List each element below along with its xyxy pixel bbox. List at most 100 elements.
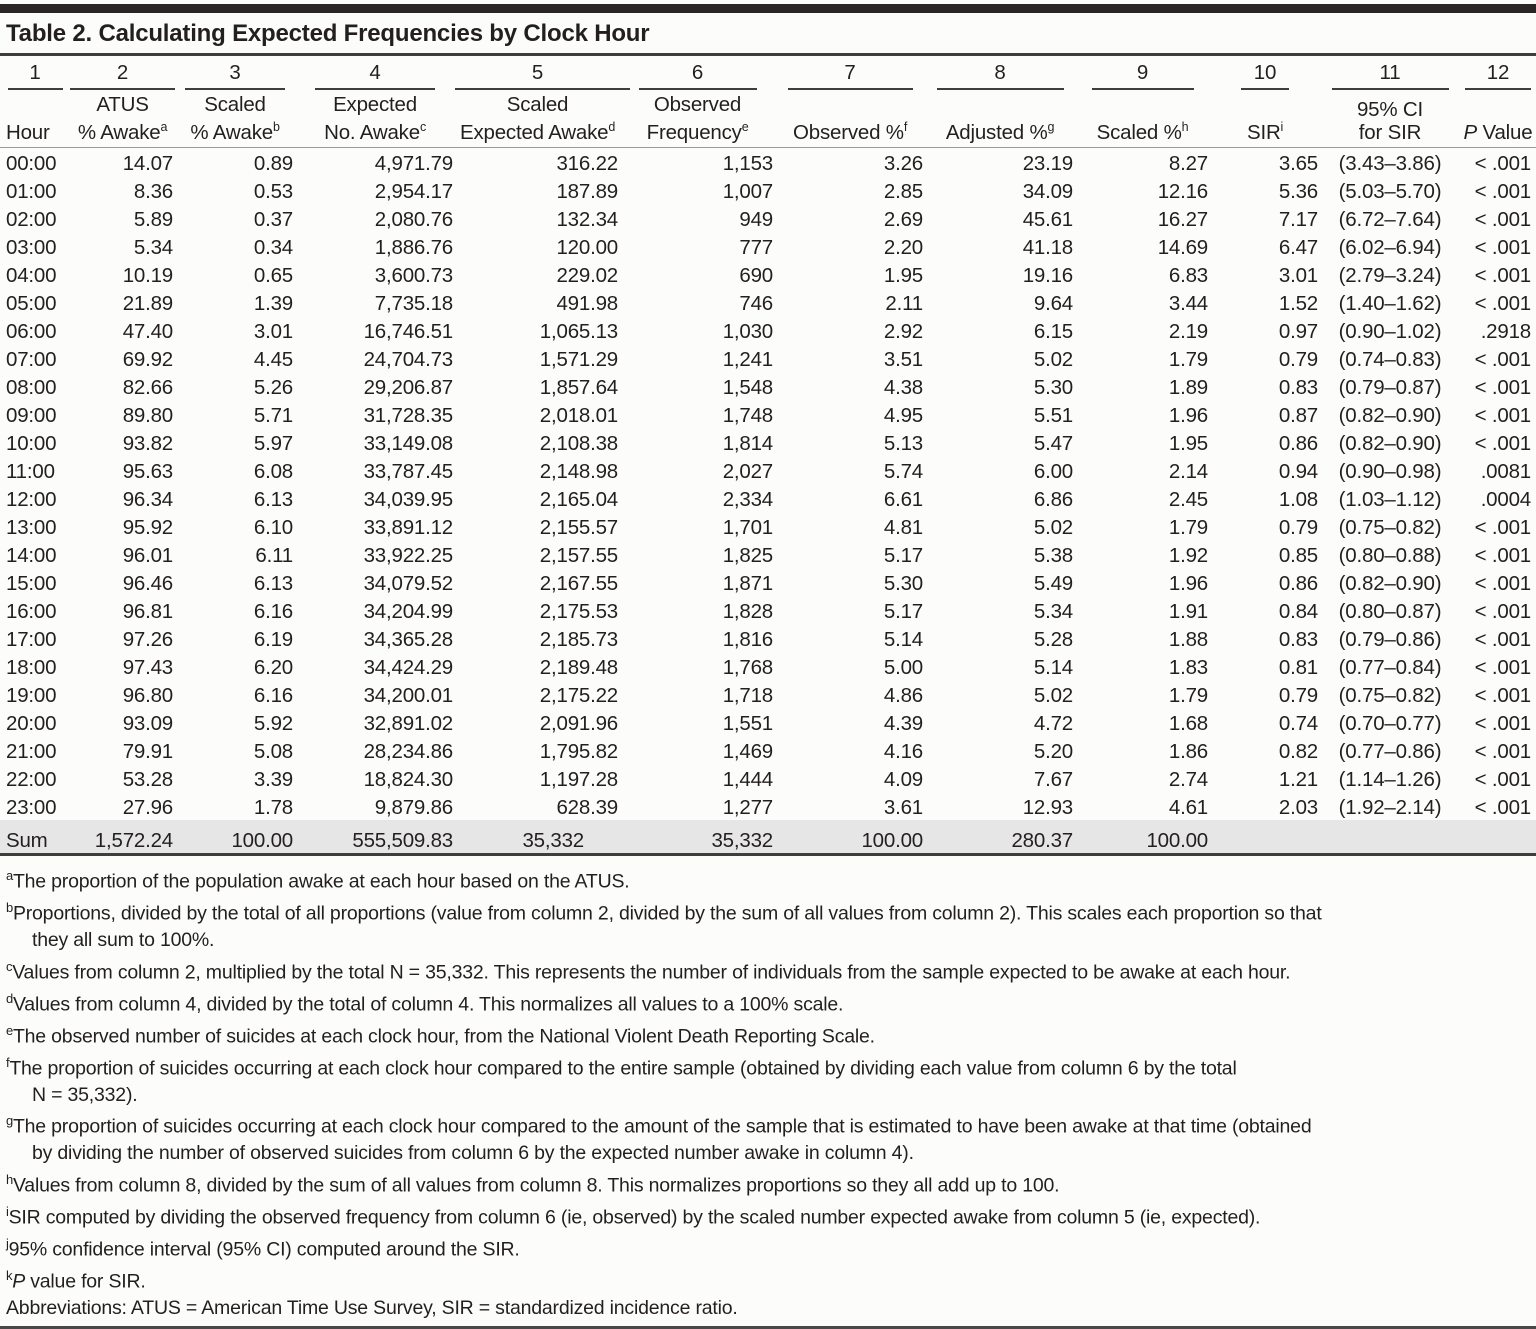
table-cell: 6.16 [253, 600, 293, 623]
table-cell: 89.80 [122, 404, 174, 427]
table-cell: 5.26 [253, 376, 293, 399]
table-cell: < .001 [1474, 516, 1532, 539]
column-label-line: 95% CI [1356, 98, 1424, 121]
table-cell: 5.08 [253, 740, 293, 763]
table-cell: 3.26 [883, 152, 923, 175]
column-number-underline [638, 88, 757, 90]
table-cell: 5.38 [1033, 544, 1073, 567]
table-cell: 33,891.12 [363, 516, 454, 539]
table-cell: 7.67 [1033, 768, 1073, 791]
table-cell: (0.75–0.82) [1338, 516, 1442, 539]
column-label: 95% CI for SIR [1320, 94, 1460, 144]
table-cell: 132.34 [556, 208, 618, 231]
column-number: 4 [369, 61, 381, 84]
table-cell: 34,039.95 [363, 488, 454, 511]
table-cell: 5.14 [883, 628, 923, 651]
table-row: 15:00 96.46 6.13 34,079.52 2,167.55 1,871 5.30… [0, 568, 1536, 596]
table-cell: 6.00 [1033, 460, 1073, 483]
table-cell: 1.68 [1168, 712, 1208, 735]
table-cell: 93.09 [122, 712, 174, 735]
sum-cell: 35,332 [455, 820, 620, 856]
table-row: 05:00 21.89 1.39 7,735.18 491.98 746 2.11 9.64 3… [0, 288, 1536, 316]
table-cell: 5.36 [1278, 180, 1318, 203]
table-cell: 3.39 [253, 768, 293, 791]
column-label-line: Scaled %h [1096, 120, 1189, 144]
table-cell: 1,748 [722, 404, 774, 427]
table-body: 00:00 14.07 0.89 4,971.79 316.22 1,153 3.26 23.… [0, 148, 1536, 856]
table-cell: 229.02 [556, 264, 618, 287]
column-number: 11 [1379, 61, 1401, 84]
table-cell: 5.17 [883, 544, 923, 567]
column-number-underline [185, 88, 285, 90]
table-cell: 93.82 [122, 432, 174, 455]
table-cell: 1,825 [722, 544, 774, 567]
column-number: 8 [994, 61, 1006, 84]
table-cell: 2.92 [883, 320, 923, 343]
hour-cell: 17:00 [6, 628, 57, 651]
column-label-line: P Value [1463, 121, 1533, 144]
table-cell: 4.45 [253, 348, 293, 371]
table-cell: 6.13 [253, 488, 293, 511]
table-row: 16:00 96.81 6.16 34,204.99 2,175.53 1,828 5.17… [0, 596, 1536, 624]
table-cell: 1.95 [1168, 432, 1208, 455]
table-cell: 4,971.79 [374, 152, 453, 175]
table-cell: < .001 [1474, 264, 1532, 287]
table-cell: 18,824.30 [363, 768, 454, 791]
column-number-underline [1331, 88, 1449, 90]
table-cell: 3,600.73 [374, 264, 453, 287]
expected-frequencies-table: 1 Hour 2 ATUS % Awakea 3 Scaled % Awakeb 4 Expect… [0, 56, 1536, 856]
table-row: 00:00 14.07 0.89 4,971.79 316.22 1,153 3.26 23.… [0, 148, 1536, 177]
footnote-c: cValues from column 2, multiplied by the… [6, 958, 1291, 984]
hour-cell: 03:00 [6, 236, 57, 259]
table-cell: 14.69 [1157, 236, 1209, 259]
table-cell: 1,277 [722, 796, 774, 819]
table-cell: 6.83 [1168, 264, 1208, 287]
table-cell: 1.83 [1168, 656, 1208, 679]
table-cell: 6.61 [883, 488, 923, 511]
table-cell: 33,922.25 [363, 544, 454, 567]
table-row: 07:00 69.92 4.45 24,704.73 1,571.29 1,241 3.51… [0, 344, 1536, 372]
table-cell: 96.80 [122, 684, 174, 707]
table-cell: 2.69 [883, 208, 923, 231]
table-cell: (0.90–0.98) [1338, 460, 1442, 483]
table-cell: 5.47 [1033, 432, 1073, 455]
table-cell: < .001 [1474, 544, 1532, 567]
table-cell: 1.89 [1168, 376, 1208, 399]
table-cell: 34,424.29 [363, 656, 454, 679]
column-number: 6 [691, 61, 704, 84]
table-cell: 3.01 [1278, 264, 1318, 287]
table-cell: 6.10 [253, 516, 293, 539]
table-cell: 2,167.55 [539, 572, 618, 595]
table-cell: 0.83 [1278, 628, 1318, 651]
column-label-line: Expected Awaked [459, 120, 616, 144]
table-cell: 16,746.51 [363, 320, 454, 343]
table-cell: 1,816 [722, 628, 774, 651]
table-cell: 4.09 [883, 768, 923, 791]
table-cell: 1,814 [722, 432, 774, 455]
column-number-underline [1465, 88, 1531, 90]
table-cell: 4.72 [1033, 712, 1073, 735]
column-header-9: 9 Scaled %h [1075, 56, 1210, 148]
top-border-bar [0, 4, 1536, 13]
table-cell: (1.92–2.14) [1338, 796, 1442, 819]
column-header-2: 2 ATUS % Awakea [70, 56, 175, 148]
footnote-g: gThe proportion of suicides occurring at… [6, 1113, 1312, 1164]
footnote-d: dValues from column 4, divided by the to… [6, 990, 844, 1016]
column-label-line: ATUS [96, 93, 149, 117]
table-cell: 0.87 [1278, 404, 1318, 427]
column-number-underline [7, 88, 63, 90]
table-cell: 1,828 [722, 600, 774, 623]
footnote-j: j95% confidence interval (95% CI) comput… [6, 1235, 520, 1261]
table-cell: 12.93 [1022, 796, 1074, 819]
table-cell: 5.34 [133, 236, 173, 259]
table-cell: 0.74 [1278, 712, 1318, 735]
table-cell: 4.86 [883, 684, 923, 707]
table-cell: 21.89 [122, 292, 174, 315]
sum-cell: 1,572.24 [70, 820, 175, 856]
table-cell: 95.63 [122, 460, 174, 483]
table-cell: 5.02 [1033, 516, 1073, 539]
table-cell: 1,795.82 [539, 740, 618, 763]
table-cell: 3.01 [253, 320, 293, 343]
table-cell: 8.27 [1168, 152, 1208, 175]
table-cell: 2,954.17 [374, 180, 453, 203]
